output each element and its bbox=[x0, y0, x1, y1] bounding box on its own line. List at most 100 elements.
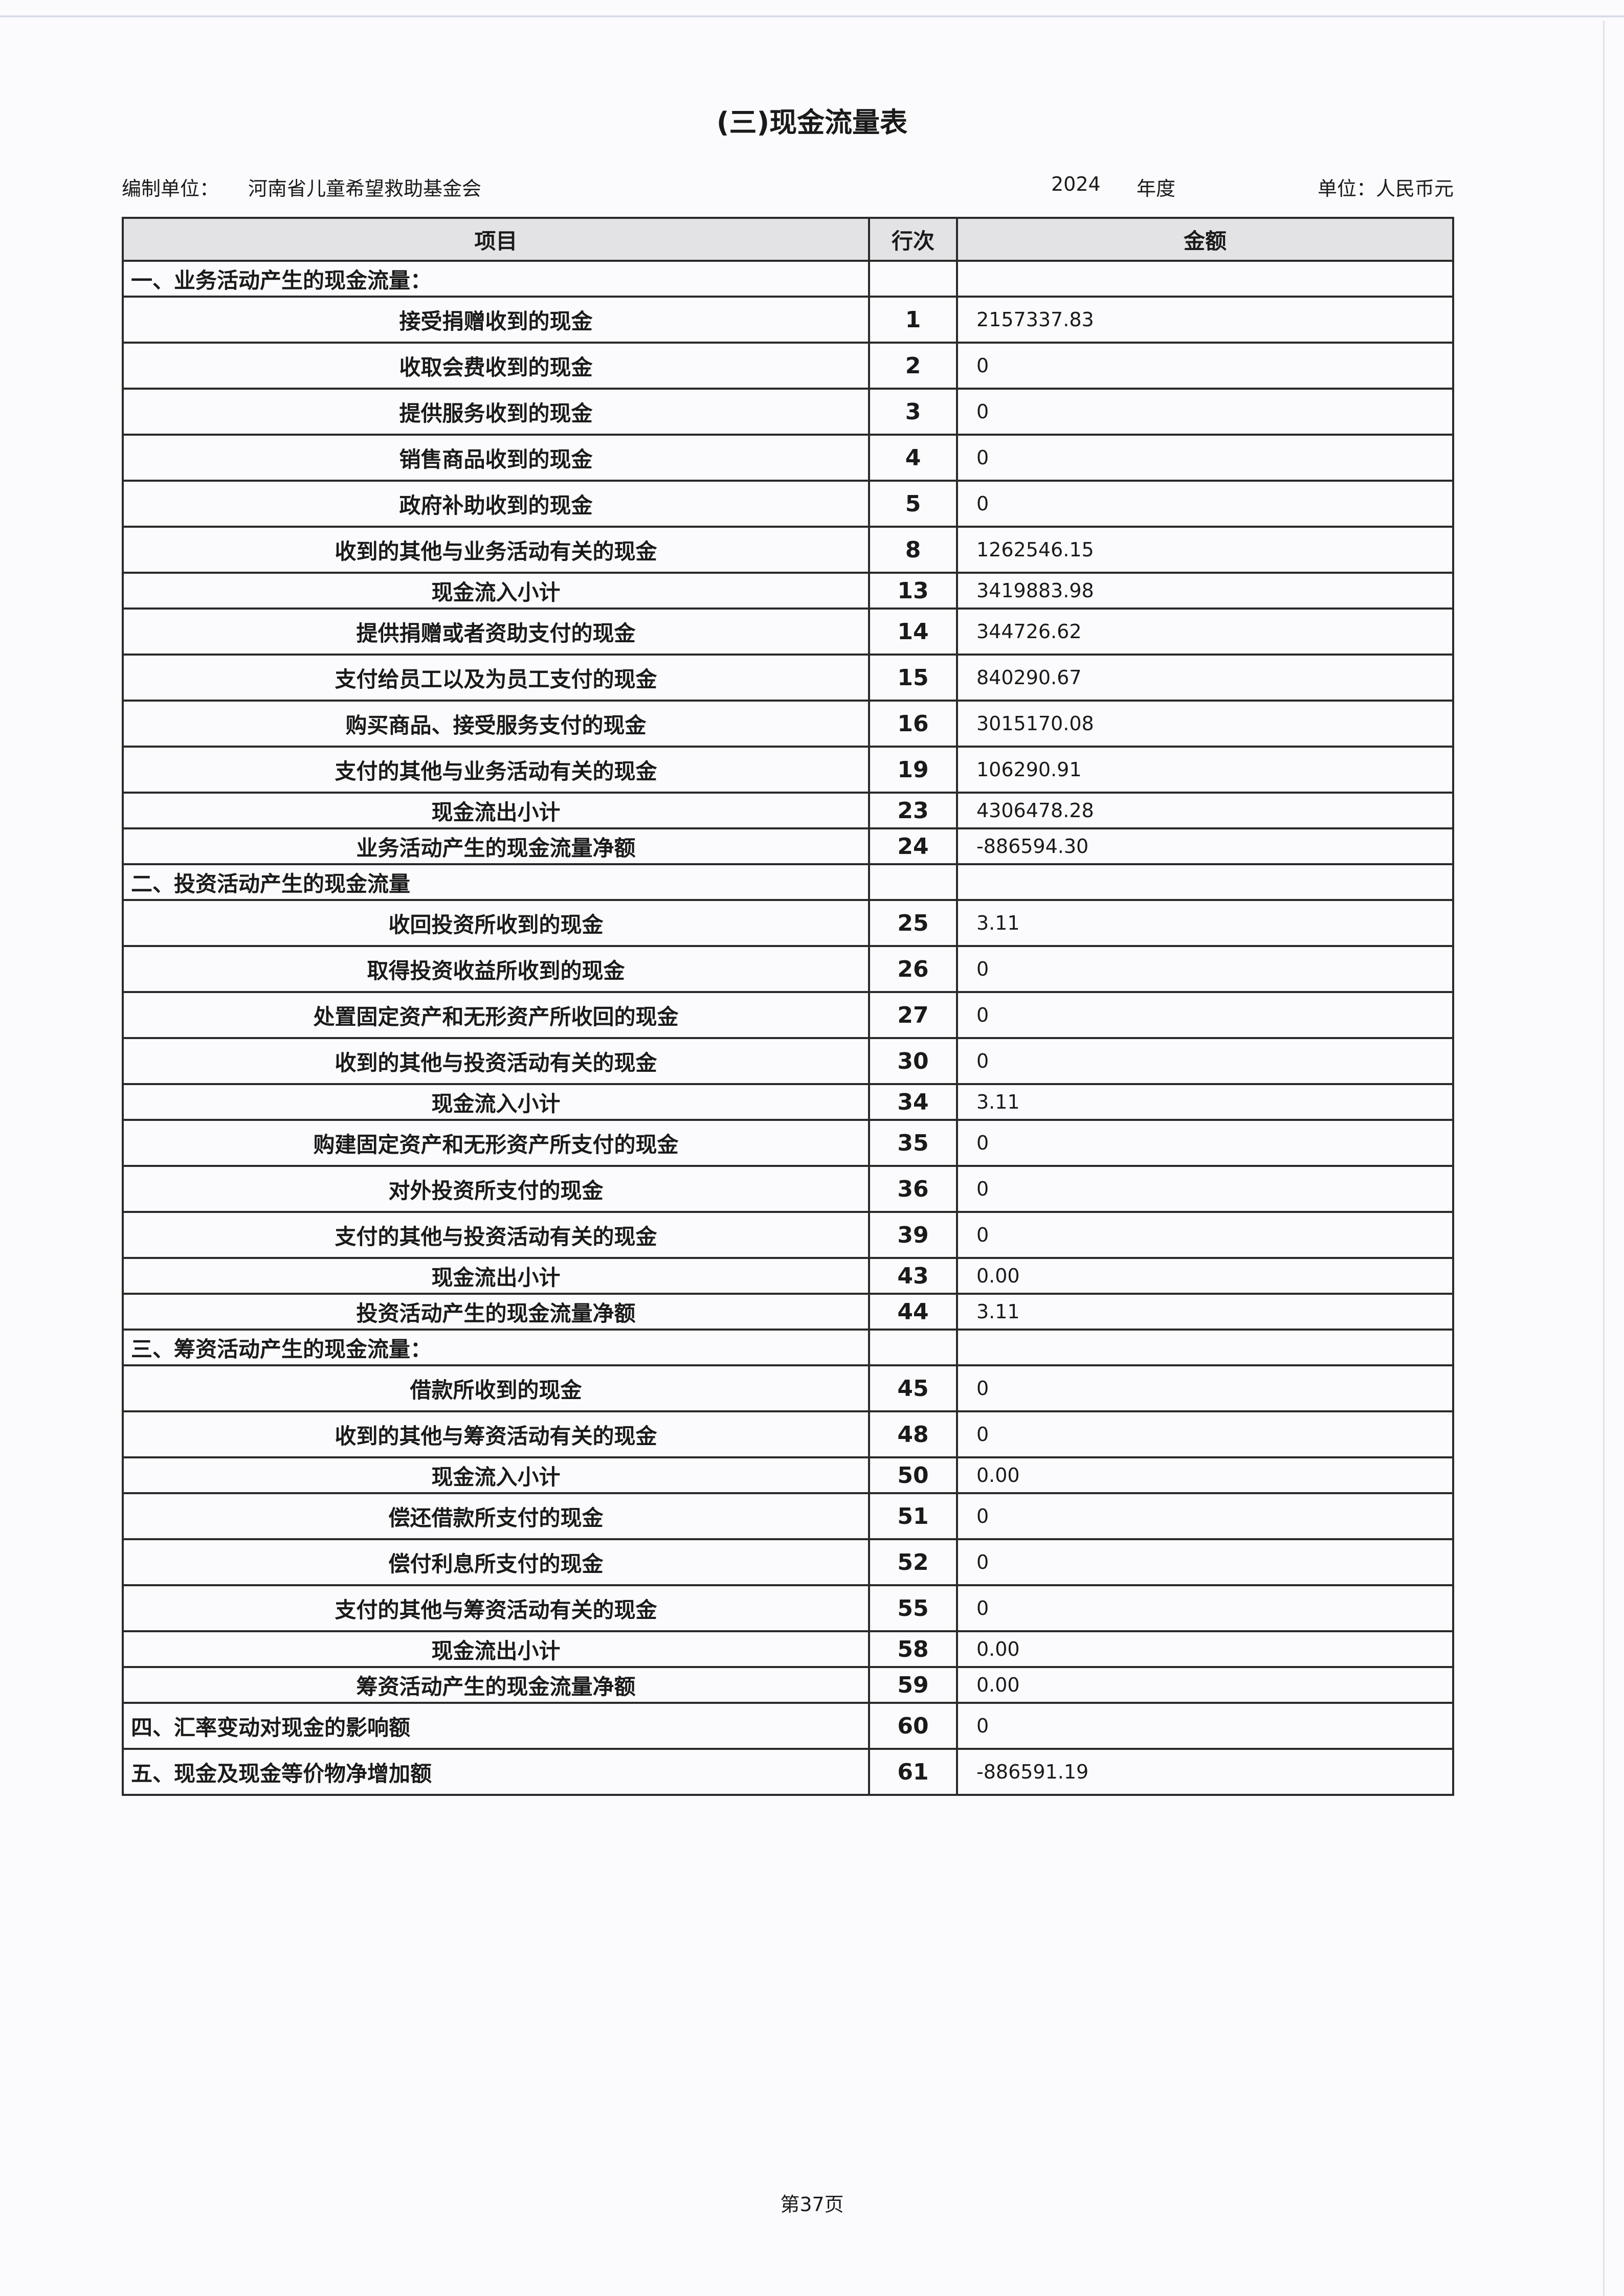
row-item-label: 支付的其他与业务活动有关的现金 bbox=[122, 746, 870, 794]
row-line-number: 36 bbox=[868, 1165, 958, 1213]
row-item-label: 业务活动产生的现金流量净额 bbox=[122, 827, 870, 865]
row-amount: 0 bbox=[956, 480, 1454, 528]
row-item-label: 处置固定资产和无形资产所收回的现金 bbox=[122, 991, 870, 1039]
row-amount: 3419883.98 bbox=[956, 572, 1454, 610]
year-label: 年度 bbox=[1137, 177, 1176, 200]
row-item-label: 收到的其他与业务活动有关的现金 bbox=[122, 526, 870, 574]
table-row: 筹资活动产生的现金流量净额 59 0.00 bbox=[122, 1666, 1454, 1704]
row-amount: 2157337.83 bbox=[956, 296, 1454, 344]
header-amount: 金额 bbox=[956, 217, 1454, 262]
table-row: 收到的其他与投资活动有关的现金 30 0 bbox=[122, 1037, 1454, 1085]
row-item-label: 一、业务活动产生的现金流量： bbox=[122, 260, 870, 298]
org-name: 河南省儿童希望救助基金会 bbox=[248, 177, 482, 200]
row-amount: 0 bbox=[956, 1702, 1454, 1750]
row-line-number: 4 bbox=[868, 434, 958, 482]
row-item-label: 现金流出小计 bbox=[122, 1630, 870, 1668]
row-item-label: 收到的其他与投资活动有关的现金 bbox=[122, 1037, 870, 1085]
row-item-label: 销售商品收到的现金 bbox=[122, 434, 870, 482]
row-line-number: 55 bbox=[868, 1584, 958, 1632]
row-line-number: 44 bbox=[868, 1293, 958, 1331]
row-line-number: 51 bbox=[868, 1492, 958, 1540]
table-row: 偿付利息所支付的现金 52 0 bbox=[122, 1538, 1454, 1586]
row-amount: 0 bbox=[956, 1037, 1454, 1085]
row-item-label: 收取会费收到的现金 bbox=[122, 342, 870, 390]
table-row: 现金流入小计 50 0.00 bbox=[122, 1456, 1454, 1494]
row-item-label: 借款所收到的现金 bbox=[122, 1364, 870, 1412]
table-row: 现金流出小计 58 0.00 bbox=[122, 1630, 1454, 1668]
row-item-label: 收回投资所收到的现金 bbox=[122, 899, 870, 947]
row-item-label: 三、筹资活动产生的现金流量： bbox=[122, 1329, 870, 1366]
row-amount: 0 bbox=[956, 1364, 1454, 1412]
row-amount: 1262546.15 bbox=[956, 526, 1454, 574]
row-amount bbox=[956, 260, 1454, 298]
row-line-number: 35 bbox=[868, 1119, 958, 1167]
row-amount: 0 bbox=[956, 434, 1454, 482]
row-item-label: 五、现金及现金等价物净增加额 bbox=[122, 1748, 870, 1796]
row-amount: 0 bbox=[956, 1538, 1454, 1586]
row-item-label: 现金流入小计 bbox=[122, 1456, 870, 1494]
page-number: 第37页 bbox=[780, 2193, 844, 2216]
table-row: 业务活动产生的现金流量净额 24 -886594.30 bbox=[122, 827, 1454, 865]
row-line-number: 8 bbox=[868, 526, 958, 574]
row-amount bbox=[956, 863, 1454, 901]
row-item-label: 支付的其他与筹资活动有关的现金 bbox=[122, 1584, 870, 1632]
header-line-no: 行次 bbox=[868, 217, 958, 262]
row-amount: 0 bbox=[956, 945, 1454, 993]
report-year: 2024 bbox=[1051, 173, 1101, 195]
row-line-number: 52 bbox=[868, 1538, 958, 1586]
row-item-label: 收到的其他与筹资活动有关的现金 bbox=[122, 1410, 870, 1458]
cash-flow-table: 项目 行次 金额 一、业务活动产生的现金流量： 接受捐赠收到的现金 1 2157337… bbox=[122, 217, 1454, 1796]
row-amount: 840290.67 bbox=[956, 654, 1454, 702]
row-amount: 3.11 bbox=[956, 1293, 1454, 1331]
table-row: 现金流入小计 13 3419883.98 bbox=[122, 572, 1454, 610]
table-row: 四、汇率变动对现金的影响额 60 0 bbox=[122, 1702, 1454, 1750]
currency-unit: 单位：人民币元 bbox=[1318, 177, 1454, 200]
row-line-number bbox=[868, 863, 958, 901]
row-amount: 4306478.28 bbox=[956, 792, 1454, 829]
row-amount: 0 bbox=[956, 388, 1454, 436]
row-line-number: 27 bbox=[868, 991, 958, 1039]
row-item-label: 提供服务收到的现金 bbox=[122, 388, 870, 436]
row-line-number: 34 bbox=[868, 1083, 958, 1121]
page-title: (三)现金流量表 bbox=[716, 106, 908, 139]
table-row: 投资活动产生的现金流量净额 44 3.11 bbox=[122, 1293, 1454, 1331]
row-line-number: 43 bbox=[868, 1257, 958, 1295]
row-amount: -886594.30 bbox=[956, 827, 1454, 865]
table-header-row: 项目 行次 金额 bbox=[122, 217, 1454, 262]
row-item-label: 投资活动产生的现金流量净额 bbox=[122, 1293, 870, 1331]
table-row: 提供服务收到的现金 3 0 bbox=[122, 388, 1454, 436]
row-line-number: 25 bbox=[868, 899, 958, 947]
table-row: 五、现金及现金等价物净增加额 61 -886591.19 bbox=[122, 1748, 1454, 1796]
row-line-number: 30 bbox=[868, 1037, 958, 1085]
row-line-number: 24 bbox=[868, 827, 958, 865]
row-item-label: 接受捐赠收到的现金 bbox=[122, 296, 870, 344]
row-line-number: 1 bbox=[868, 296, 958, 344]
row-amount: 0 bbox=[956, 1119, 1454, 1167]
row-amount: 0 bbox=[956, 991, 1454, 1039]
table-row: 借款所收到的现金 45 0 bbox=[122, 1364, 1454, 1412]
table-row: 支付的其他与筹资活动有关的现金 55 0 bbox=[122, 1584, 1454, 1632]
row-item-label: 现金流出小计 bbox=[122, 792, 870, 829]
table-row: 收回投资所收到的现金 25 3.11 bbox=[122, 899, 1454, 947]
row-line-number: 58 bbox=[868, 1630, 958, 1668]
row-line-number: 39 bbox=[868, 1211, 958, 1259]
row-line-number: 50 bbox=[868, 1456, 958, 1494]
table-row: 支付的其他与投资活动有关的现金 39 0 bbox=[122, 1211, 1454, 1259]
row-line-number: 2 bbox=[868, 342, 958, 390]
table-row: 购建固定资产和无形资产所支付的现金 35 0 bbox=[122, 1119, 1454, 1167]
table-row: 取得投资收益所收到的现金 26 0 bbox=[122, 945, 1454, 993]
row-amount: 0.00 bbox=[956, 1257, 1454, 1295]
table-row: 政府补助收到的现金 5 0 bbox=[122, 480, 1454, 528]
row-amount: 0 bbox=[956, 342, 1454, 390]
row-amount: 3.11 bbox=[956, 1083, 1454, 1121]
row-line-number bbox=[868, 1329, 958, 1366]
table-row: 支付给员工以及为员工支付的现金 15 840290.67 bbox=[122, 654, 1454, 702]
scan-edge-line bbox=[0, 15, 1624, 17]
section-row: 一、业务活动产生的现金流量： bbox=[122, 260, 1454, 298]
table-row: 现金流入小计 34 3.11 bbox=[122, 1083, 1454, 1121]
row-amount bbox=[956, 1329, 1454, 1366]
table-row: 购买商品、接受服务支付的现金 16 3015170.08 bbox=[122, 700, 1454, 748]
row-item-label: 四、汇率变动对现金的影响额 bbox=[122, 1702, 870, 1750]
row-item-label: 政府补助收到的现金 bbox=[122, 480, 870, 528]
table-row: 收取会费收到的现金 2 0 bbox=[122, 342, 1454, 390]
